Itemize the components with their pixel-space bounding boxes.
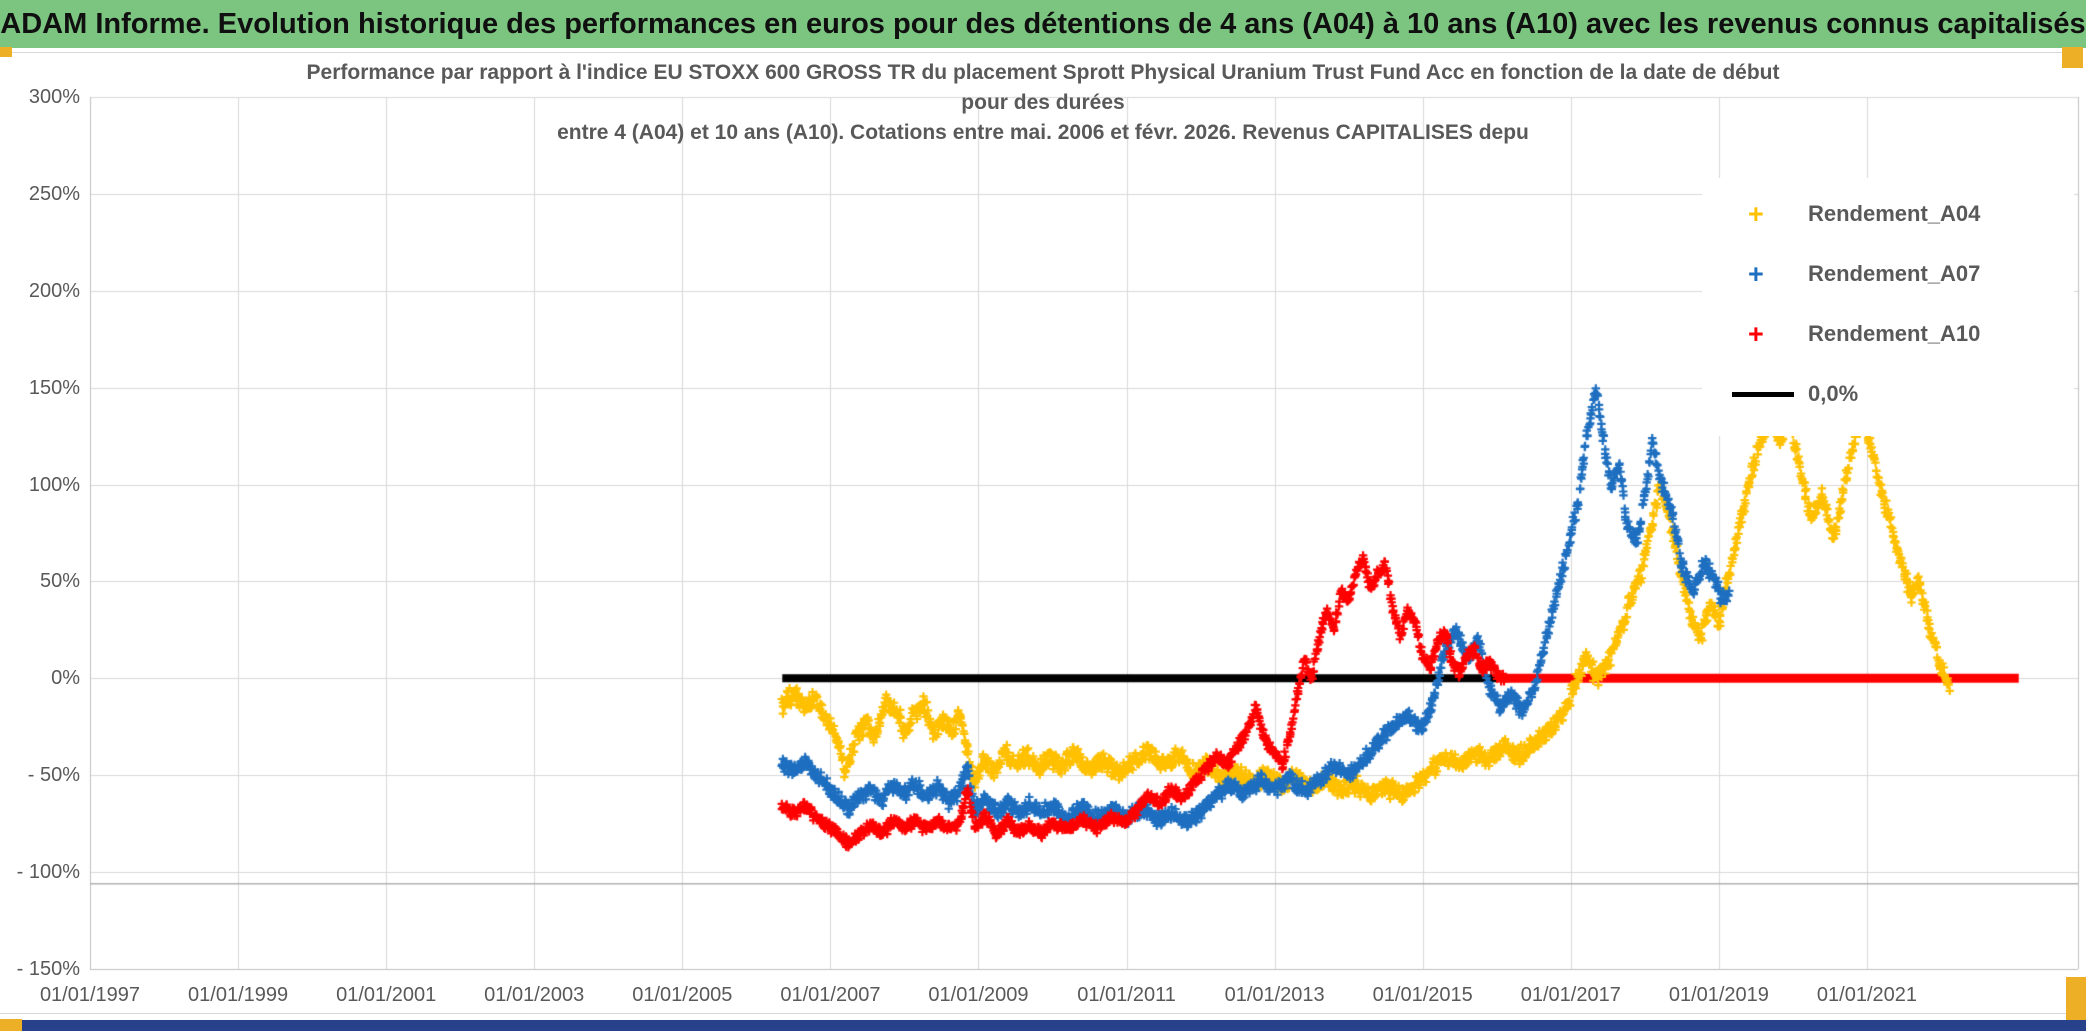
x-axis-tick-label: 01/01/2017 [1520, 984, 1621, 1006]
line-marker-icon [1732, 391, 1794, 397]
x-axis-tick-label: 01/01/1999 [188, 984, 289, 1006]
y-axis-tick-label: 200% [28, 279, 80, 302]
y-axis-tick-label: 300% [28, 86, 80, 108]
chart-title-line-2: pour des durées [961, 91, 1125, 114]
gold-accent-bottom-left [0, 1019, 22, 1031]
gold-accent-top-right [2062, 47, 2083, 68]
x-axis-tick-label: 01/01/2015 [1372, 984, 1473, 1006]
y-axis-tick-label: 50% [39, 570, 80, 593]
y-axis-tick-label: 150% [28, 376, 80, 399]
chart-title-line-1: Performance par rapport à l'indice EU ST… [306, 61, 1780, 84]
legend-item[interactable]: + Rendement_A07 [1702, 244, 2074, 304]
x-axis-tick-label: 01/01/2009 [928, 984, 1029, 1006]
chart-title: Performance par rapport à l'indice EU ST… [0, 58, 2086, 148]
chart-bottom-border [0, 1013, 2086, 1014]
legend-label: Rendement_A04 [1808, 201, 1981, 226]
x-axis-tick-label: 01/01/2007 [780, 984, 881, 1006]
legend-item[interactable]: 0,0% [1702, 364, 2074, 424]
x-axis-tick-label: 01/01/2003 [484, 984, 585, 1006]
x-axis-tick-label: 01/01/2005 [632, 984, 733, 1006]
legend-label: Rendement_A07 [1808, 261, 1981, 286]
chart-top-border [0, 52, 2062, 53]
plus-marker-icon: + [1748, 258, 1764, 289]
legend-label: Rendement_A10 [1808, 321, 1981, 346]
x-axis-tick-label: 01/01/2021 [1816, 984, 1918, 1006]
x-axis-tick-label: 01/01/2011 [1077, 984, 1176, 1006]
chart-legend[interactable]: + Rendement_A04 + Rendement_A07 + Rendement_A… [1702, 178, 2074, 436]
x-axis-tick-label: 01/01/2019 [1668, 984, 1769, 1006]
x-axis-tick-label: 01/01/2013 [1224, 984, 1325, 1006]
gold-accent-bottom-right [2066, 977, 2086, 1026]
y-axis-tick-label: - 150% [16, 958, 80, 980]
y-axis-tick-label: - 50% [27, 764, 80, 787]
y-axis-tick-label: - 100% [16, 861, 80, 884]
legend-item[interactable]: + Rendement_A10 [1702, 304, 2074, 364]
y-axis-tick-label: 100% [28, 473, 80, 496]
gold-accent-top-left [0, 47, 12, 57]
y-axis-tick-label: 250% [28, 182, 80, 205]
plus-marker-icon: + [1748, 198, 1764, 229]
x-axis-tick-label: 01/01/2001 [336, 984, 437, 1006]
chart-title-line-3: entre 4 (A04) et 10 ans (A10). Cotations… [557, 121, 1529, 144]
bottom-bar [0, 1020, 2086, 1031]
plus-marker-icon: + [1748, 318, 1764, 349]
legend-item[interactable]: + Rendement_A04 [1702, 184, 2074, 244]
legend-label: 0,0% [1808, 381, 1859, 406]
x-axis-tick-label: 01/01/1997 [39, 984, 141, 1006]
y-axis-tick-label: 0% [51, 667, 80, 690]
